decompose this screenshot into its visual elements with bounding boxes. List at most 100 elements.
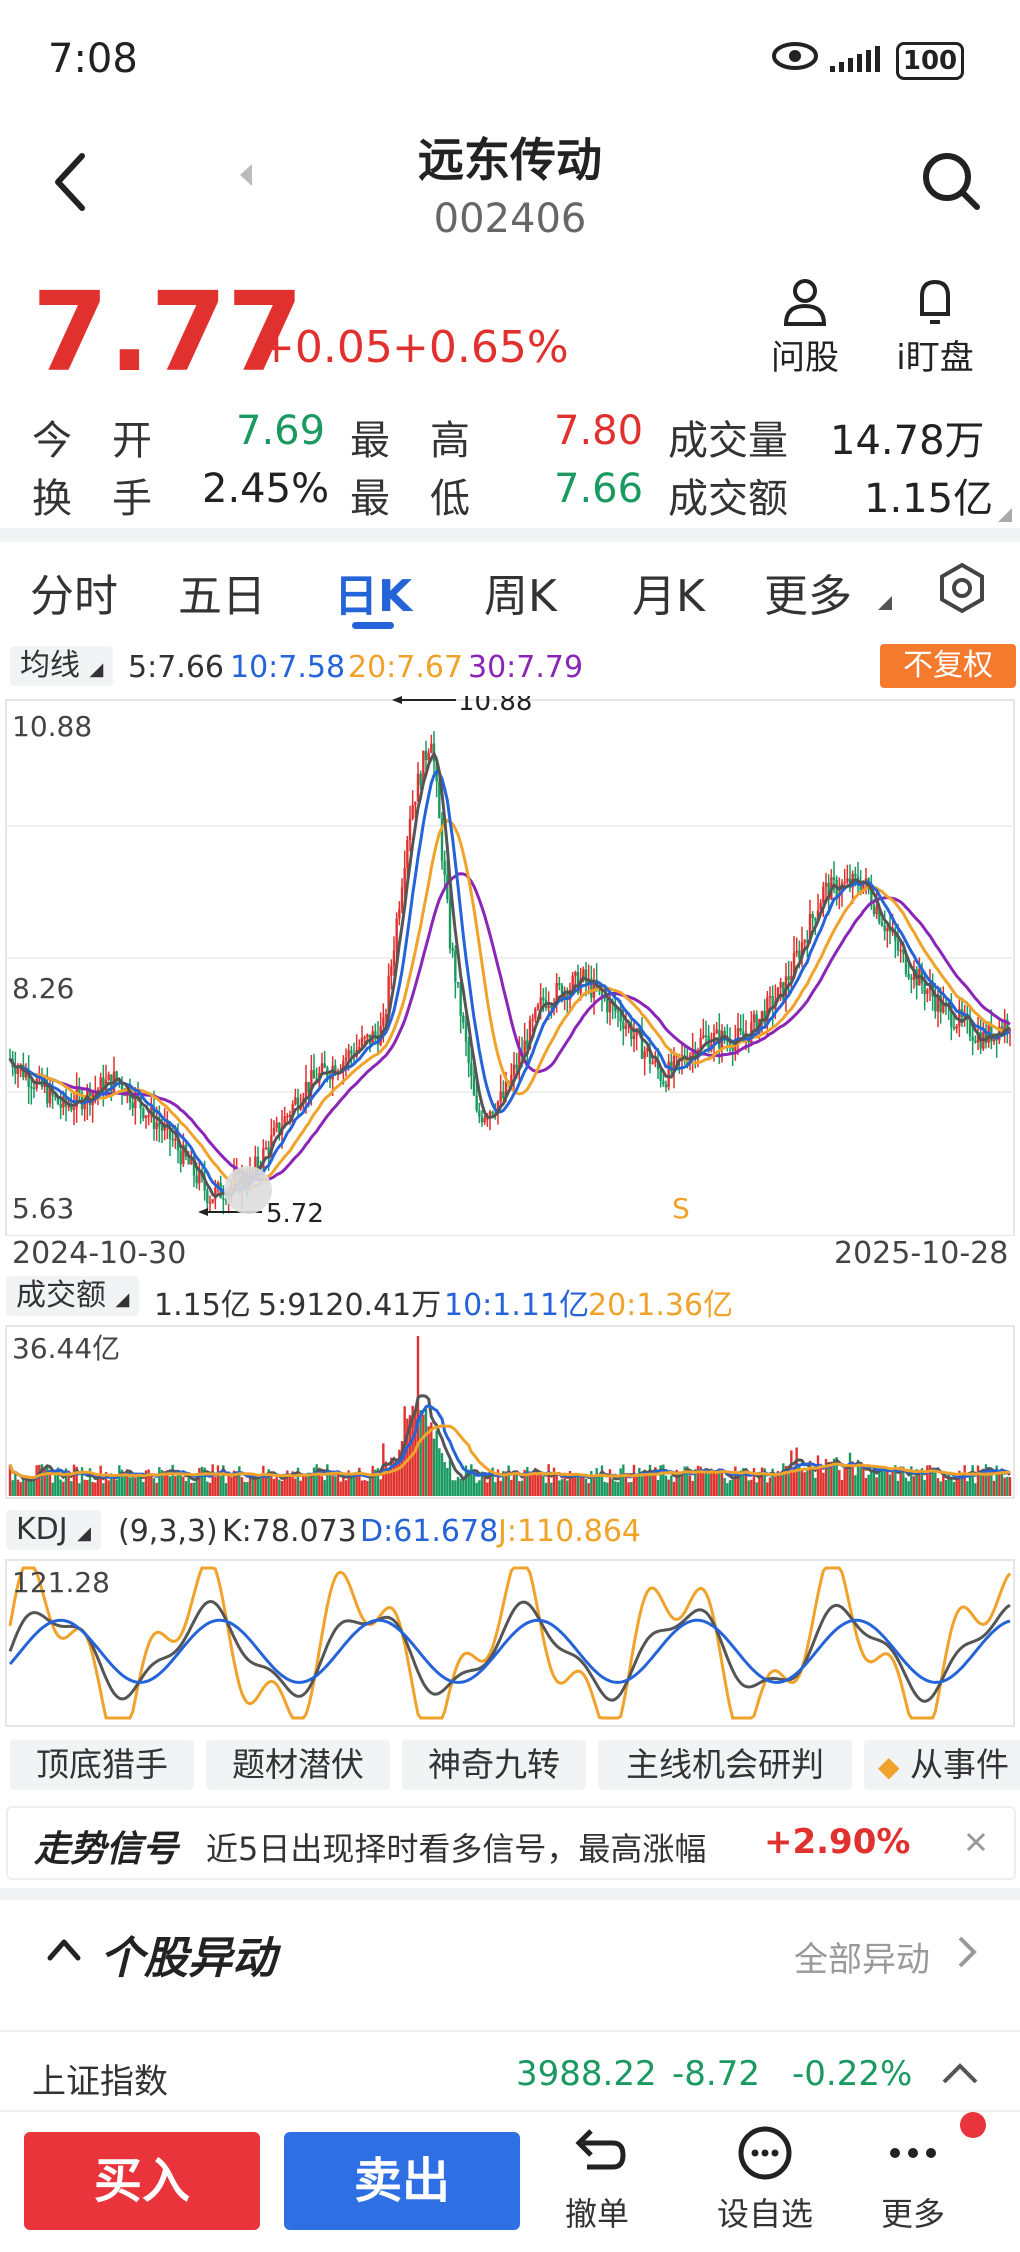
volume-bar (451, 1480, 454, 1496)
candle-body (558, 983, 561, 986)
candle-body (768, 995, 772, 998)
candle-body (952, 1027, 956, 1029)
more-button[interactable]: 更多 (858, 2125, 968, 2235)
volume-bar (43, 1468, 46, 1496)
volume-bar (91, 1482, 94, 1496)
sell-button[interactable]: 卖出 (284, 2132, 520, 2230)
cancel-order-button[interactable]: 撤单 (542, 2125, 652, 2235)
candle-body (894, 930, 897, 941)
adjust-button[interactable]: 不复权 (880, 644, 1016, 688)
candle-body (398, 909, 401, 919)
tab-intraday[interactable]: 分时 (30, 571, 118, 622)
volume-bar (390, 1457, 393, 1496)
volume-ma5: 5:9120.41万 (258, 1288, 442, 1323)
kdj-chart[interactable]: 121.28 (0, 1558, 1020, 1728)
chip-event[interactable]: ◆ 从事件 (864, 1740, 1020, 1790)
volume-bar (776, 1470, 780, 1496)
kline-chart[interactable]: 10.88 8.26 5.63 10.88 5.72 S (0, 696, 1020, 1236)
volume-bar (507, 1465, 510, 1496)
ma-selector[interactable]: 均线 ◢ (10, 646, 114, 686)
candle-body (48, 1086, 52, 1104)
volume-bar (86, 1479, 89, 1496)
volume-bar (104, 1472, 108, 1496)
ask-stock-button[interactable]: 问股 (760, 276, 850, 379)
candle-body (160, 1126, 164, 1131)
volume-bar (547, 1464, 550, 1496)
volume-bar (318, 1467, 321, 1496)
volume-bar (758, 1474, 761, 1496)
candle-body (304, 1081, 308, 1099)
tab-weekly-k[interactable]: 周K (484, 571, 557, 622)
ma5-line (8, 750, 1011, 1199)
volume-bar (110, 1473, 113, 1496)
bell-icon (920, 279, 950, 324)
volume-bar (1003, 1477, 1006, 1496)
volume-bar (475, 1482, 478, 1496)
volume-bar (158, 1467, 161, 1496)
volume-bar (782, 1463, 785, 1496)
search-icon[interactable] (920, 150, 982, 212)
prev-stock-icon[interactable] (236, 160, 256, 190)
candle-body (131, 1102, 134, 1109)
price-change: +0.05 (258, 322, 393, 373)
volume-indicator-label: 成交额 (16, 1278, 106, 1313)
volume-selector[interactable]: 成交额 ◢ (6, 1276, 140, 1316)
volume-bar (622, 1464, 625, 1496)
ma5-value: 5:7.66 (128, 650, 224, 685)
low-value: 7.66 (554, 466, 644, 512)
volume-bar (350, 1476, 353, 1496)
chevron-right-icon[interactable] (956, 1934, 978, 1970)
volume-bar (848, 1452, 852, 1496)
volume-bar (400, 1441, 404, 1496)
chip-top-bottom-hunter[interactable]: 顶底猎手 (10, 1740, 194, 1790)
volume-bar (931, 1467, 934, 1496)
volume-bar (166, 1470, 169, 1496)
volume-bar (808, 1460, 812, 1496)
candle-body (928, 986, 932, 991)
chevron-up-icon[interactable] (940, 2058, 980, 2090)
settings-icon[interactable] (936, 562, 988, 614)
candle-body (208, 1202, 212, 1205)
volume-chart[interactable]: 36.44亿 (0, 1324, 1020, 1500)
volume-bar (339, 1481, 342, 1496)
candle-body (739, 1028, 742, 1032)
volume-bar (755, 1482, 758, 1496)
tab-monthly-k[interactable]: 月K (632, 571, 705, 622)
tab-five-day[interactable]: 五日 (178, 571, 266, 622)
trend-signal-banner[interactable]: 走势信号 近5日出现择时看多信号，最高涨幅 +2.90% (6, 1806, 1016, 1880)
tab-more[interactable]: 更多 (764, 571, 852, 622)
candle-body (174, 1139, 177, 1141)
kdj-selector[interactable]: KDJ ◢ (6, 1510, 102, 1550)
volume-value: 14.78万 (830, 418, 985, 464)
candle-body (102, 1077, 105, 1095)
back-icon[interactable] (50, 150, 90, 214)
candle-body (414, 801, 417, 806)
all-changes-link[interactable]: 全部异动 (794, 1940, 930, 1980)
chevron-up-icon[interactable] (44, 1930, 84, 1970)
candle-body (523, 1040, 526, 1055)
pause-icon[interactable] (224, 1166, 272, 1214)
volume-bar (192, 1482, 196, 1496)
volume-bar (654, 1467, 657, 1496)
watch-button[interactable]: i盯盘 (880, 276, 990, 379)
volume-bar (286, 1470, 289, 1496)
candle-body (531, 1018, 534, 1021)
volume-bar (750, 1479, 753, 1496)
volume-bar (264, 1475, 268, 1496)
chip-theme-ambush[interactable]: 题材潜伏 (206, 1740, 390, 1790)
add-watchlist-button[interactable]: 设自选 (700, 2125, 830, 2235)
volume-bar (736, 1476, 740, 1496)
buy-button[interactable]: 买入 (24, 2132, 260, 2230)
close-icon[interactable] (964, 1830, 988, 1854)
candle-body (454, 950, 457, 982)
tab-daily-k[interactable]: 日K (334, 571, 413, 622)
volume-bar (560, 1479, 564, 1496)
volume-bar (680, 1471, 684, 1496)
chip-magic-nine[interactable]: 神奇九转 (402, 1740, 586, 1790)
volume-bar (768, 1477, 772, 1496)
volume-bar (952, 1481, 956, 1496)
volume-bar (235, 1473, 238, 1496)
signal-icon (830, 46, 880, 72)
last-price: 7.77 (32, 268, 304, 396)
chip-mainline-analysis[interactable]: 主线机会研判 (598, 1740, 852, 1790)
